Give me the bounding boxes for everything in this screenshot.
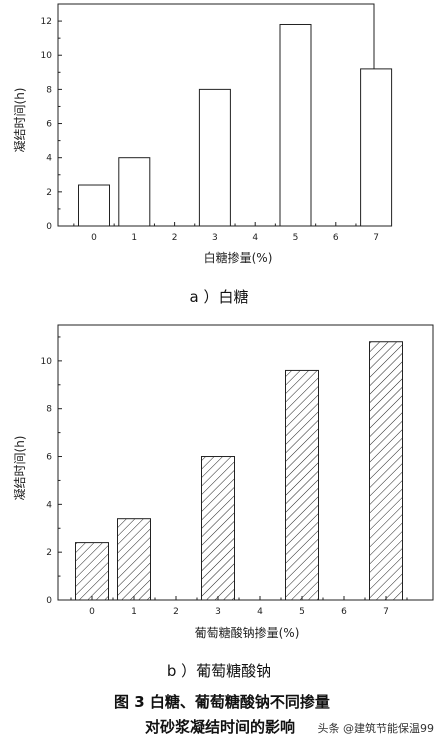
bar: [78, 184, 110, 227]
bar: [118, 157, 151, 227]
x-tick-label: 4: [257, 607, 263, 617]
chart-b-ylabel: 凝结时间(h): [12, 436, 27, 501]
bar: [117, 518, 151, 601]
bar: [201, 456, 235, 601]
chart-a-caption: a ）白糖: [190, 288, 249, 306]
x-tick-label: 1: [131, 233, 137, 243]
plot-frame: [57, 324, 434, 601]
x-tick-label: 7: [383, 607, 389, 617]
bar: [285, 369, 319, 601]
x-tick-label: 4: [252, 233, 258, 243]
y-tick-label: 0: [46, 596, 52, 606]
y-tick-label: 2: [46, 188, 52, 198]
watermark: 头条 @建筑节能保温99: [318, 721, 435, 735]
y-tick-label: 6: [46, 453, 52, 463]
chart-b: 凝结时间(h) 葡萄糖酸钠掺量(%) b ）葡萄糖酸钠 0 2 4 6 8 10 0 1 2 3 4…: [12, 324, 434, 680]
y-tick-label: 6: [46, 120, 52, 130]
x-tick-label: 2: [173, 607, 179, 617]
chart-a-ylabel: 凝结时间(h): [12, 88, 27, 153]
x-tick-label: 0: [89, 607, 95, 617]
bar: [75, 542, 109, 601]
x-tick-label: 0: [91, 233, 97, 243]
x-tick-label: 1: [131, 607, 137, 617]
figure-caption-line1: 图 3 白糖、葡萄糖酸钠不同掺量: [114, 693, 330, 711]
y-tick-label: 4: [46, 154, 52, 164]
y-tick-label: 8: [46, 405, 52, 415]
chart-b-caption: b ）葡萄糖酸钠: [167, 662, 271, 680]
y-tick-label: 8: [46, 85, 52, 95]
x-tick-label: 5: [293, 233, 299, 243]
x-tick-label: 6: [341, 607, 347, 617]
bar: [279, 23, 312, 227]
x-tick-label: 3: [212, 233, 218, 243]
y-tick-label: 2: [46, 548, 52, 558]
bar: [360, 68, 393, 227]
y-tick-label: 10: [41, 51, 53, 61]
chart-a-xlabel: 白糖掺量(%): [204, 250, 273, 265]
y-tick-label: 12: [41, 17, 52, 27]
figure-caption-line2: 对砂浆凝结时间的影响: [145, 718, 295, 736]
chart-b-xlabel: 葡萄糖酸钠掺量(%): [195, 625, 300, 640]
x-tick-label: 6: [333, 233, 339, 243]
x-tick-label: 7: [373, 233, 379, 243]
x-tick-label: 5: [299, 607, 305, 617]
y-tick-label: 4: [46, 500, 52, 510]
x-tick-label: 3: [215, 607, 221, 617]
x-tick-label: 2: [172, 233, 178, 243]
bar: [198, 88, 231, 227]
y-tick-label: 0: [46, 222, 52, 232]
y-tick-label: 10: [41, 357, 53, 367]
bar: [369, 341, 403, 601]
